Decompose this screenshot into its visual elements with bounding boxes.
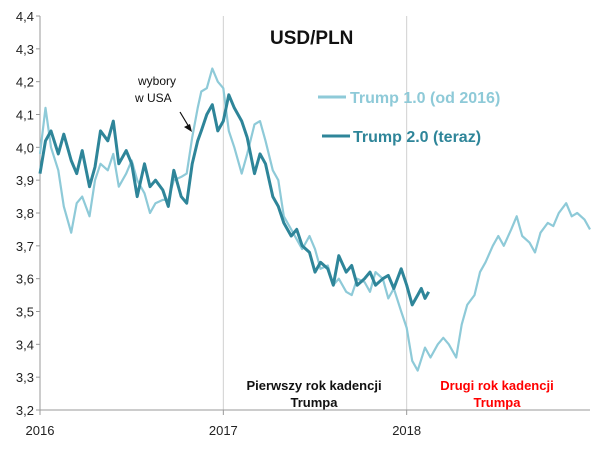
second-year-label-line2: Trumpa <box>474 395 522 410</box>
y-tick-label: 4,0 <box>16 140 34 155</box>
y-tick-label: 4,1 <box>16 108 34 123</box>
second-year-label-line1: Drugi rok kadencji <box>440 378 553 393</box>
y-tick-label: 3,6 <box>16 272 34 287</box>
series-line-trump-1 <box>38 67 591 372</box>
y-tick-label: 3,5 <box>16 305 34 320</box>
x-tick-label: 2016 <box>26 423 55 438</box>
x-tick-label: 2018 <box>392 423 421 438</box>
y-tick-label: 4,3 <box>16 42 34 57</box>
annotation-election-line1: wybory <box>137 74 176 88</box>
y-tick-label: 3,4 <box>16 337 34 352</box>
y-tick-label: 3,9 <box>16 173 34 188</box>
annotation-election-line2: w USA <box>134 91 172 105</box>
y-tick-label: 3,8 <box>16 206 34 221</box>
legend: Trump 1.0 (od 2016) Trump 2.0 (teraz) <box>318 90 500 146</box>
y-tick-label: 3,7 <box>16 239 34 254</box>
series-line-trump-2 <box>38 93 431 307</box>
legend-label-trump-1: Trump 1.0 (od 2016) <box>350 90 500 107</box>
annotation-arrow <box>179 111 190 128</box>
y-tick-label: 3,2 <box>16 403 34 418</box>
y-tick-label: 4,2 <box>16 75 34 90</box>
x-tick-label: 2017 <box>209 423 238 438</box>
first-year-label-line2: Trumpa <box>291 395 339 410</box>
x-tick-group: 2016 2017 2018 <box>26 410 421 438</box>
chart-title: USD/PLN <box>270 28 353 49</box>
y-tick-group: 4,4 4,3 4,2 4,1 4,0 3,9 3,8 3,7 3,6 3,5 3,4 3,3 3,2 <box>16 9 40 418</box>
legend-label-trump-2: Trump 2.0 (teraz) <box>353 129 481 146</box>
y-tick-label: 4,4 <box>16 9 34 24</box>
annotation-arrowhead <box>184 124 192 132</box>
y-tick-label: 3,3 <box>16 370 34 385</box>
first-year-label-line1: Pierwszy rok kadencji <box>246 378 381 393</box>
